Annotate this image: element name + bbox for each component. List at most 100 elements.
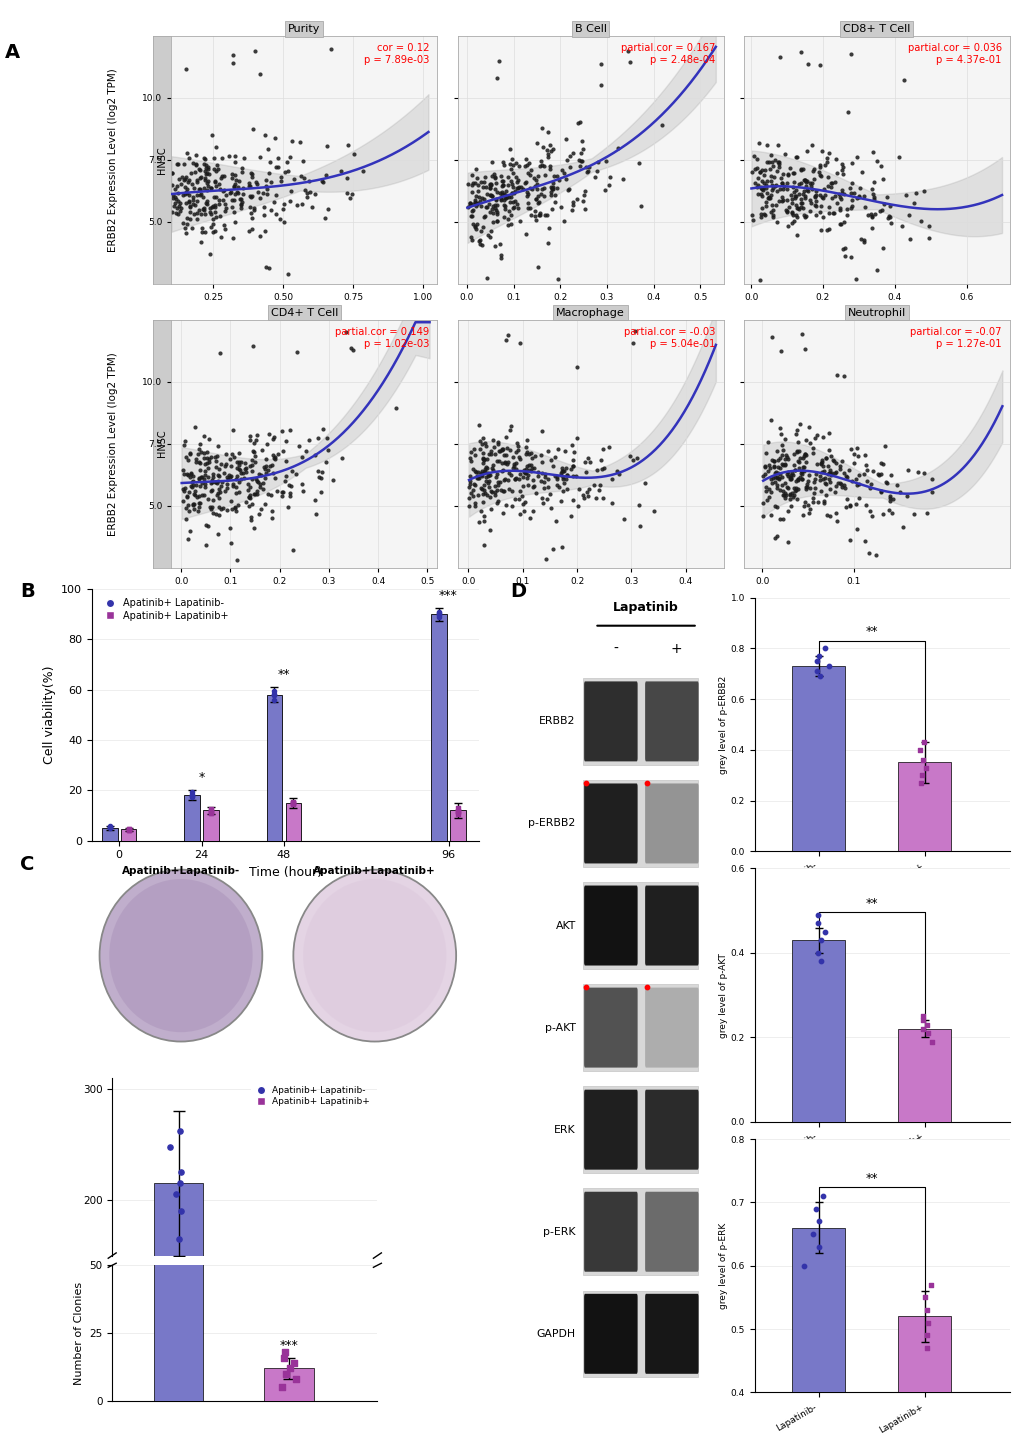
Point [197,473,213,496]
Point [210,470,226,493]
Point [213,474,229,497]
Point [225,226,242,249]
Point [760,477,776,500]
Point [319,198,335,221]
Point [785,161,801,184]
Point [843,171,859,194]
Point [536,466,552,489]
Point [210,157,226,180]
Point [246,441,262,464]
Point [499,323,516,346]
Point [562,458,579,481]
Point [531,201,547,224]
Point [805,471,821,494]
Point [744,203,760,226]
Point [799,470,815,493]
Point [753,170,769,193]
Point [178,191,195,214]
Point [784,461,800,484]
Point [234,461,251,484]
Point [575,138,591,161]
Point [762,184,779,207]
Point [516,171,532,194]
Point [841,493,857,516]
Point [197,476,213,499]
Point [608,460,625,483]
Point [749,182,765,205]
Point [750,132,766,155]
Point [762,480,779,503]
Point [238,457,255,480]
Point [185,188,202,211]
Point [763,325,780,348]
Point [178,181,195,204]
Point [487,188,503,211]
Point [474,460,490,483]
Point [636,471,652,494]
Point [828,161,845,184]
FancyBboxPatch shape [584,1089,637,1170]
Point [258,168,274,191]
Point [920,214,936,237]
Point [179,463,196,486]
Point [918,1336,934,1359]
Point [812,480,828,503]
Point [219,499,235,522]
Point [310,427,326,450]
Point [863,217,879,240]
Point [291,131,308,154]
Point [495,188,512,211]
Point [552,195,569,218]
Point [338,167,355,190]
Point [337,320,354,343]
Point [249,483,265,506]
Point [507,457,524,480]
Point [820,655,837,678]
Point [193,440,209,463]
Point [496,187,513,210]
Point [496,154,513,177]
Point [232,193,249,216]
Point [470,174,486,197]
Point [595,456,611,479]
Point [209,481,225,504]
Point [242,486,258,509]
Point [508,193,525,216]
Point [244,493,260,516]
Point [773,473,790,496]
Point [284,539,301,562]
Point [542,448,558,471]
Point [564,464,580,487]
Point [274,484,290,507]
Point [205,466,221,489]
Point [265,191,281,214]
Point [832,213,848,236]
Point [218,466,234,489]
Point [471,230,487,253]
Point [568,464,584,487]
Point [252,476,268,499]
Point [466,473,482,496]
Point [463,226,479,249]
Point [281,484,298,507]
Point [477,195,493,218]
Point [787,178,803,201]
FancyBboxPatch shape [584,885,637,966]
Point [804,437,820,460]
Point [497,187,514,210]
Point [473,476,489,499]
Point [177,476,194,499]
Point [771,422,788,445]
Point [911,739,927,762]
Point [528,208,544,231]
Point [242,185,258,208]
Point [242,483,258,506]
Point [554,460,571,483]
Point [482,440,498,463]
Point [537,547,553,570]
Point [811,665,827,688]
Point [171,200,187,223]
Point [503,494,520,517]
Point [449,796,466,819]
Point [265,444,281,467]
